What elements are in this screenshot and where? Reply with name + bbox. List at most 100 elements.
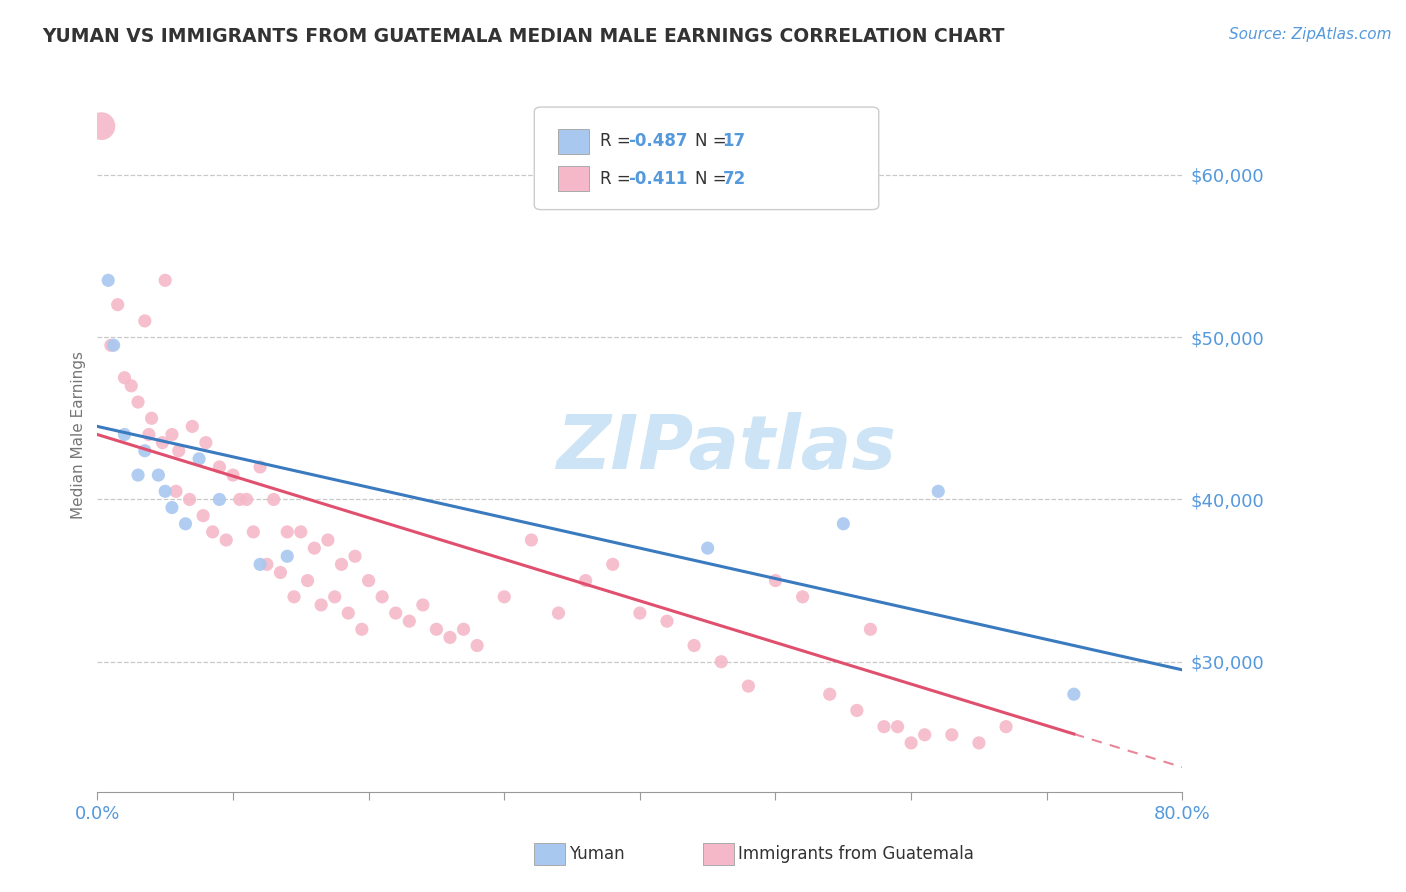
Point	[765, 574, 787, 588]
Text: N =: N =	[695, 133, 731, 151]
Point	[127, 468, 149, 483]
Point	[412, 598, 434, 612]
Point	[114, 370, 136, 384]
Point	[114, 427, 136, 442]
Point	[995, 720, 1018, 734]
Point	[845, 703, 868, 717]
Point	[152, 435, 174, 450]
Point	[357, 574, 380, 588]
Text: Source: ZipAtlas.com: Source: ZipAtlas.com	[1229, 27, 1392, 42]
Point	[465, 639, 488, 653]
Point	[194, 435, 217, 450]
Point	[153, 273, 176, 287]
Text: R =: R =	[600, 170, 637, 188]
Point	[188, 451, 211, 466]
Point	[792, 590, 814, 604]
Text: Yuman: Yuman	[569, 845, 626, 863]
Point	[229, 492, 252, 507]
Point	[165, 484, 187, 499]
Point	[439, 631, 461, 645]
Point	[859, 622, 882, 636]
Point	[263, 492, 285, 507]
Point	[160, 500, 183, 515]
Text: -0.487: -0.487	[628, 133, 688, 151]
Point	[148, 468, 170, 483]
Point	[575, 574, 598, 588]
Point	[547, 606, 569, 620]
Point	[398, 614, 420, 628]
Point	[249, 558, 271, 572]
Point	[330, 558, 353, 572]
Point	[696, 541, 718, 555]
Point	[737, 679, 759, 693]
Point	[181, 419, 204, 434]
Point	[97, 273, 120, 287]
Point	[297, 574, 319, 588]
Text: N =: N =	[695, 170, 731, 188]
Point	[222, 468, 245, 483]
Point	[886, 720, 908, 734]
Text: YUMAN VS IMMIGRANTS FROM GUATEMALA MEDIAN MALE EARNINGS CORRELATION CHART: YUMAN VS IMMIGRANTS FROM GUATEMALA MEDIA…	[42, 27, 1005, 45]
Text: -0.411: -0.411	[628, 170, 688, 188]
Point	[655, 614, 678, 628]
Point	[900, 736, 922, 750]
Point	[167, 443, 190, 458]
Point	[628, 606, 651, 620]
Point	[276, 524, 298, 539]
Point	[304, 541, 326, 555]
Point	[323, 590, 346, 604]
Point	[179, 492, 201, 507]
Point	[316, 533, 339, 547]
Point	[290, 524, 312, 539]
Point	[494, 590, 516, 604]
Point	[208, 492, 231, 507]
Point	[927, 484, 949, 499]
Point	[276, 549, 298, 564]
Text: 17: 17	[723, 133, 745, 151]
Point	[309, 598, 332, 612]
Point	[602, 558, 624, 572]
Point	[138, 427, 160, 442]
Point	[174, 516, 197, 531]
Point	[425, 622, 447, 636]
Text: Immigrants from Guatemala: Immigrants from Guatemala	[738, 845, 974, 863]
Point	[914, 728, 936, 742]
Point	[941, 728, 963, 742]
Point	[134, 314, 156, 328]
Point	[127, 395, 149, 409]
Point	[208, 460, 231, 475]
Point	[683, 639, 706, 653]
Point	[235, 492, 257, 507]
Point	[100, 338, 122, 352]
Text: R =: R =	[600, 133, 637, 151]
Point	[107, 298, 129, 312]
Point	[215, 533, 238, 547]
Point	[384, 606, 406, 620]
Y-axis label: Median Male Earnings: Median Male Earnings	[72, 351, 86, 518]
Point	[710, 655, 733, 669]
Point	[344, 549, 367, 564]
Point	[160, 427, 183, 442]
Point	[1063, 687, 1085, 701]
Point	[371, 590, 394, 604]
Point	[818, 687, 841, 701]
Point	[832, 516, 855, 531]
Point	[350, 622, 373, 636]
Point	[90, 119, 112, 133]
Point	[153, 484, 176, 499]
Point	[453, 622, 475, 636]
Point	[242, 524, 264, 539]
Text: 72: 72	[723, 170, 747, 188]
Point	[134, 443, 156, 458]
Point	[141, 411, 163, 425]
Point	[337, 606, 360, 620]
Point	[201, 524, 224, 539]
Point	[120, 379, 142, 393]
Point	[249, 460, 271, 475]
Point	[873, 720, 896, 734]
Text: ZIPatlas: ZIPatlas	[557, 412, 897, 485]
Point	[103, 338, 125, 352]
Point	[191, 508, 214, 523]
Point	[967, 736, 990, 750]
Point	[256, 558, 278, 572]
